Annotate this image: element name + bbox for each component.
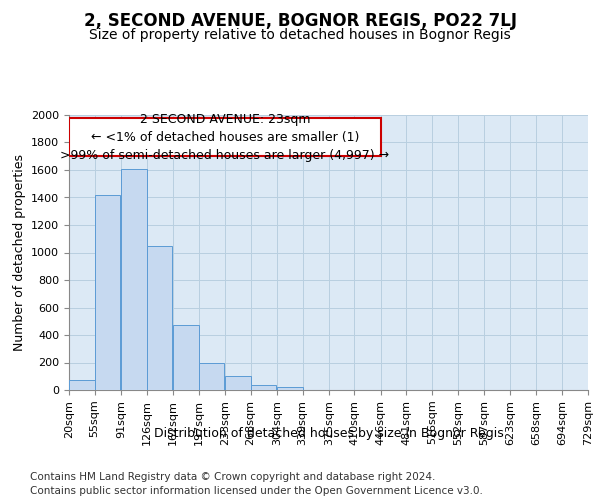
Text: 2 SECOND AVENUE: 23sqm
← <1% of detached houses are smaller (1)
>99% of semi-det: 2 SECOND AVENUE: 23sqm ← <1% of detached… xyxy=(61,112,389,162)
Text: Distribution of detached houses by size in Bognor Regis: Distribution of detached houses by size … xyxy=(154,428,503,440)
Bar xyxy=(146,246,172,390)
Y-axis label: Number of detached properties: Number of detached properties xyxy=(13,154,26,351)
Bar xyxy=(121,168,146,390)
Text: Contains HM Land Registry data © Crown copyright and database right 2024.: Contains HM Land Registry data © Crown c… xyxy=(30,472,436,482)
Text: 2, SECOND AVENUE, BOGNOR REGIS, PO22 7LJ: 2, SECOND AVENUE, BOGNOR REGIS, PO22 7LJ xyxy=(83,12,517,30)
Text: Contains public sector information licensed under the Open Government Licence v3: Contains public sector information licen… xyxy=(30,486,483,496)
Text: Size of property relative to detached houses in Bognor Regis: Size of property relative to detached ho… xyxy=(89,28,511,42)
Bar xyxy=(95,194,120,390)
Bar xyxy=(251,385,276,390)
Bar xyxy=(69,380,95,390)
Bar xyxy=(199,362,224,390)
Bar xyxy=(69,118,381,156)
Bar xyxy=(225,376,251,390)
Bar xyxy=(173,324,199,390)
Bar xyxy=(277,387,302,390)
